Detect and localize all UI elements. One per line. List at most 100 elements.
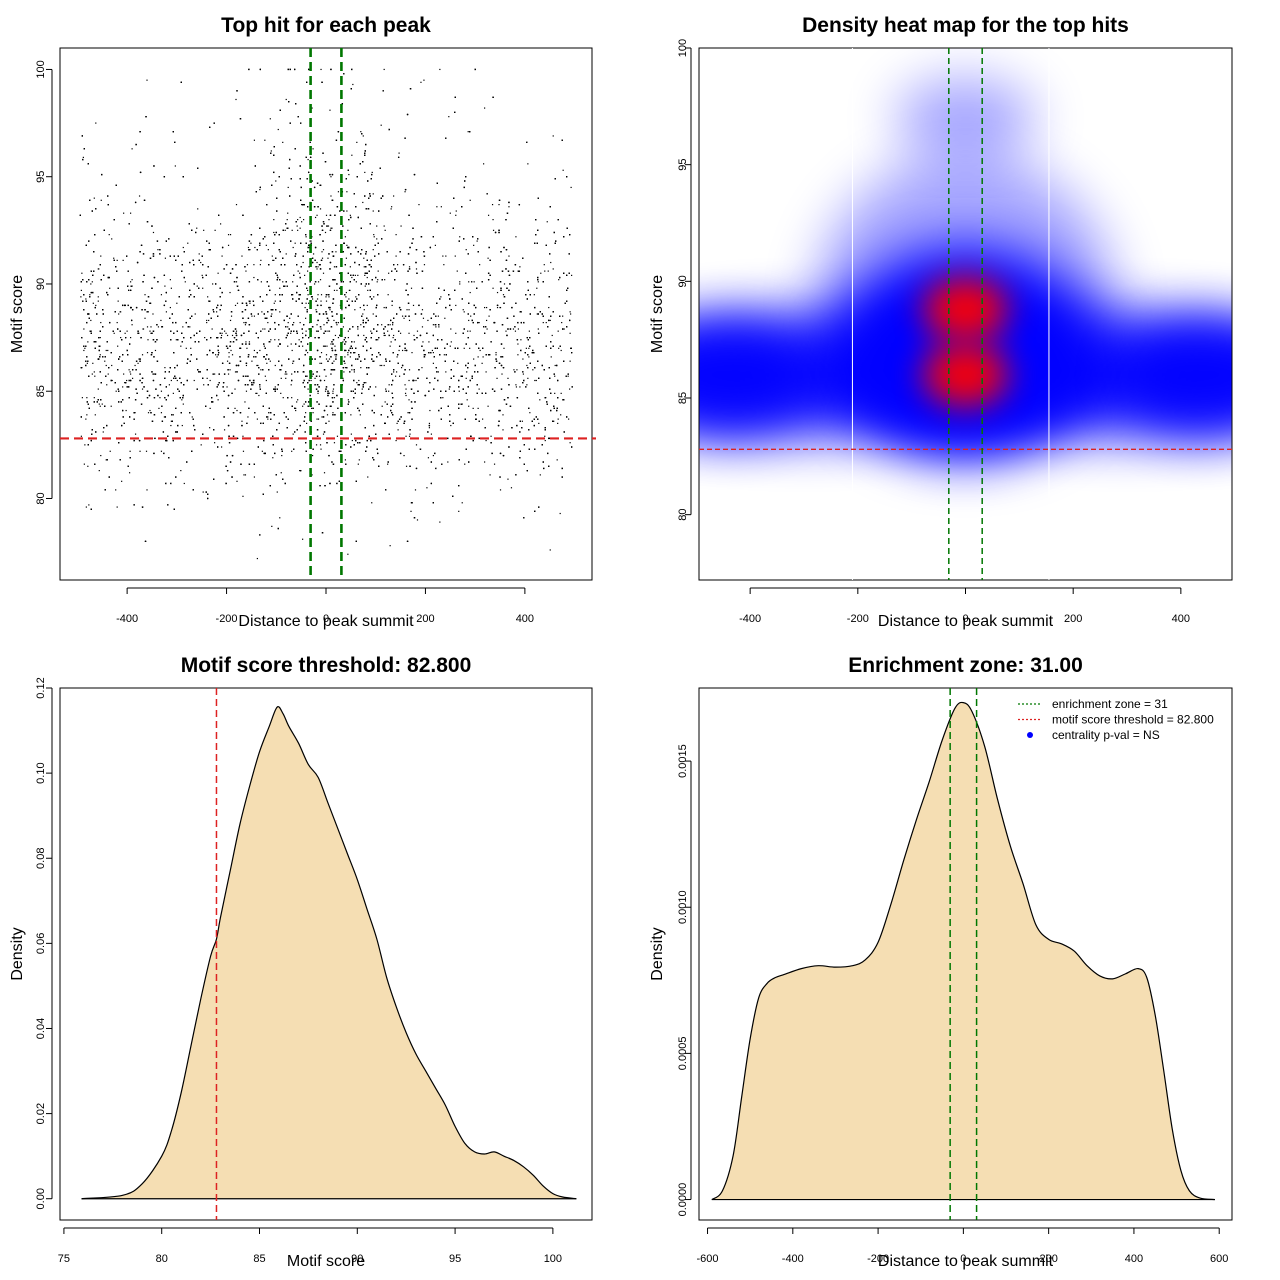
scatter-point [522,358,524,360]
scatter-point [170,379,172,382]
scatter-point [448,388,450,390]
scatter-point [255,392,257,394]
scatter-point [108,234,110,236]
scatter-point [247,246,250,249]
scatter-point [124,382,126,384]
scatter-point [408,399,410,401]
scatter-point [93,197,95,199]
scatter-point [389,324,391,326]
scatter-point [139,450,141,452]
scatter-point [280,377,282,379]
scatter-point [249,302,251,304]
scatter-point [243,474,245,476]
scatter-point [502,294,505,296]
scatter-point [449,345,451,347]
scatter-point [335,356,337,358]
scatter-point [87,465,89,467]
scatter-point [251,315,253,317]
scatter-point [299,469,301,472]
scatter-point [515,384,517,386]
scatter-point [116,506,118,508]
scatter-point [271,313,273,315]
scatter-point [296,225,298,227]
scatter-point [293,321,295,324]
scatter-point [163,416,166,418]
scatter-point [235,98,237,101]
scatter-point [247,354,250,356]
scatter-point [549,319,551,322]
scatter-point [244,401,246,403]
scatter-point [299,321,301,324]
scatter-point [536,287,538,289]
scatter-point [383,68,385,71]
scatter-point [569,311,571,313]
scatter-point [384,401,386,403]
scatter-point [226,334,229,337]
scatter-point [347,336,349,339]
scatter-point [253,139,256,141]
scatter-point [336,435,339,437]
scatter-point [245,270,247,272]
scatter-point [545,321,547,324]
scatter-point [415,268,418,270]
scatter-point [326,345,328,347]
scatter-point [439,521,441,523]
scatter-point [149,409,151,412]
scatter-point [290,332,292,334]
scatter-point [393,195,395,197]
scatter-point [321,251,323,253]
scatter-point [267,321,269,324]
scatter-point [320,300,322,302]
scatter-point [90,283,92,285]
scatter-point [344,459,346,461]
scatter-point [344,362,346,364]
scatter-point [287,212,289,214]
scatter-point [142,328,144,330]
scatter-point [421,367,423,369]
scatter-point [291,349,293,352]
scatter-point [253,476,256,478]
scatter-point [400,367,403,369]
scatter-point [489,474,491,476]
scatter-point [130,336,132,339]
scatter-point [257,364,259,367]
scatter-point [554,375,556,377]
scatter-point [328,330,331,332]
scatter-point [307,352,309,354]
scatter-point [144,294,146,296]
scatter-point [508,255,510,257]
scatter-point [514,330,517,332]
scatter-point [90,319,92,322]
scatter-point [259,264,261,266]
scatter-point [333,266,336,268]
scatter-point [259,349,261,352]
scatter-point [507,478,509,480]
scatter-point [407,412,409,414]
scatter-point [384,279,386,281]
scatter-point [503,347,505,349]
scatter-point [256,392,258,394]
scatter-point [270,339,272,341]
scatter-point [201,274,203,276]
scatter-point [449,212,451,214]
scatter-point [519,386,521,388]
scatter-point [434,244,436,246]
scatter-point [160,319,162,322]
scatter-point [246,347,248,349]
scatter-point [242,450,245,452]
scatter-point [516,369,518,371]
scatter-point [312,148,314,150]
scatter-point [432,352,434,354]
scatter-point [325,300,328,302]
scatter-point [273,219,275,221]
scatter-point [348,298,350,300]
scatter-point [164,257,167,259]
scatter-point [111,379,113,382]
scatter-point [279,369,281,371]
scatter-point [309,240,311,242]
scatter-point [272,457,274,459]
scatter-point [185,347,187,349]
scatter-point [325,358,328,360]
scatter-point [159,397,161,399]
scatter-point [484,107,486,109]
